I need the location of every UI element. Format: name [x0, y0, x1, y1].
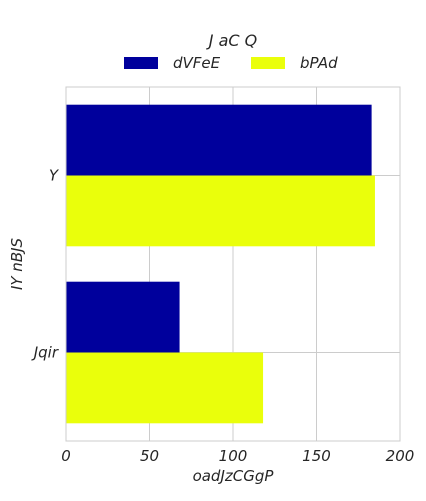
legend-swatch-dVFeE — [124, 57, 158, 69]
x-axis-label: oadJzCGgP — [193, 467, 275, 485]
x-tick-label: 50 — [140, 447, 159, 465]
legend-label-bPAd: bPAd — [300, 54, 338, 72]
y-tick-labels: Y Jqir — [31, 167, 60, 362]
y-axis-label: IY nBJS — [8, 237, 26, 290]
x-tick-labels: 0 50 100 150 200 — [61, 447, 414, 465]
x-tick-label: 100 — [219, 447, 248, 465]
bar-dVFeE-Y — [66, 104, 372, 176]
bar-bPAd-Jqir — [66, 352, 264, 424]
legend-label-dVFeE: dVFeE — [173, 54, 221, 72]
x-tick-label: 0 — [61, 447, 71, 465]
bars — [66, 104, 375, 424]
x-tick-label: 200 — [386, 447, 415, 465]
bar-dVFeE-Jqir — [66, 281, 180, 353]
legend: J aC Q dVFeE bPAd — [124, 31, 338, 72]
y-tick-label: Y — [49, 167, 60, 185]
legend-swatch-bPAd — [251, 57, 285, 69]
plot-frame — [65, 86, 401, 442]
x-tick-label: 150 — [302, 447, 331, 465]
bar-bPAd-Y — [66, 175, 375, 247]
y-tick-label: Jqir — [31, 344, 59, 362]
legend-title: J aC Q — [206, 31, 257, 50]
legend-items: dVFeE bPAd — [124, 54, 338, 72]
